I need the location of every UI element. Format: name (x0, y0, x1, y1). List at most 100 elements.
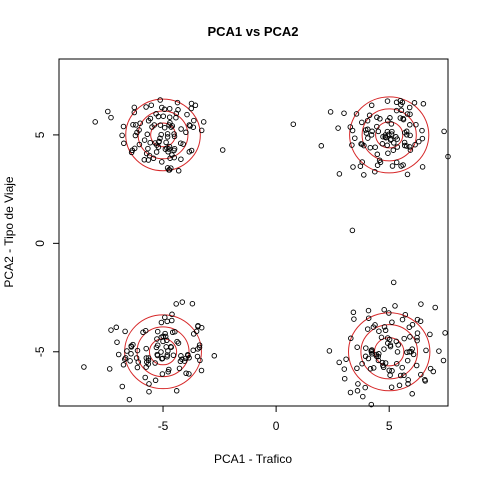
data-point (166, 114, 173, 120)
data-point (361, 172, 367, 178)
data-point (419, 127, 425, 134)
data-point (390, 147, 397, 153)
y-axis: -5 0 5 (33, 131, 60, 357)
data-point (341, 375, 348, 382)
data-point (407, 132, 413, 139)
data-point (164, 318, 170, 325)
data-point (178, 126, 184, 132)
x-axis: -5 0 5 (158, 405, 393, 433)
data-point (354, 344, 360, 350)
x-tick-label: 5 (386, 419, 393, 433)
data-point (169, 311, 175, 318)
data-point (389, 368, 395, 374)
data-point (399, 364, 405, 371)
data-point (159, 356, 165, 362)
y-tick-label: 5 (33, 131, 47, 138)
data-point (406, 324, 413, 330)
data-point (184, 111, 190, 118)
data-point (114, 339, 120, 345)
data-point (141, 157, 148, 163)
data-point (336, 171, 343, 177)
data-point (364, 117, 371, 124)
data-point (407, 111, 413, 117)
data-point (136, 141, 143, 148)
data-point (113, 324, 120, 331)
data-point (126, 396, 133, 403)
data-point (388, 384, 395, 390)
contour-line (349, 96, 430, 174)
data-point (164, 353, 170, 360)
data-point (158, 349, 164, 355)
data-point (143, 355, 150, 361)
data-point (190, 347, 196, 354)
data-point (164, 131, 171, 137)
data-point (145, 361, 152, 367)
contour-line (150, 122, 176, 148)
data-point (146, 388, 152, 395)
data-point (420, 101, 427, 107)
data-point (105, 108, 111, 115)
contour-line (125, 98, 201, 172)
data-point (81, 364, 87, 370)
data-point (359, 159, 365, 165)
data-point (157, 97, 163, 103)
data-point (175, 107, 181, 113)
data-point (381, 346, 387, 352)
data-point (364, 126, 371, 133)
data-point (384, 128, 391, 135)
data-point (150, 155, 157, 162)
contour-line (373, 337, 405, 367)
data-point (359, 119, 365, 126)
data-point (170, 352, 177, 358)
data-point (128, 351, 134, 357)
data-point (121, 140, 127, 147)
data-point (162, 146, 169, 152)
data-point (407, 334, 413, 340)
data-point (137, 120, 143, 126)
data-point (169, 317, 175, 324)
data-point (171, 133, 178, 140)
data-point (365, 315, 372, 321)
data-point (168, 344, 174, 350)
data-point (145, 145, 151, 152)
data-point (397, 115, 404, 121)
data-point (407, 147, 414, 153)
data-point (413, 362, 420, 369)
data-point (175, 168, 182, 174)
data-point (326, 348, 333, 354)
data-point (120, 123, 127, 130)
data-point (405, 377, 411, 383)
data-point (393, 338, 400, 345)
data-point (355, 381, 361, 387)
data-point (173, 114, 179, 121)
data-point (349, 142, 355, 148)
contour-line (360, 324, 418, 380)
data-point (406, 144, 413, 150)
contour-line (375, 121, 404, 149)
data-point (375, 128, 382, 135)
data-point (219, 147, 226, 153)
data-point (186, 355, 192, 361)
data-point (376, 328, 382, 334)
data-point (108, 327, 114, 333)
data-point (106, 366, 113, 372)
data-point (372, 144, 378, 150)
data-point (194, 353, 201, 360)
data-point (198, 367, 205, 374)
data-point (391, 140, 397, 146)
data-point (403, 128, 410, 135)
data-point (290, 121, 297, 127)
data-point (393, 159, 400, 166)
data-point (376, 157, 383, 163)
data-point (327, 109, 334, 115)
data-point (166, 105, 173, 112)
data-point (159, 159, 165, 165)
data-point (409, 321, 416, 328)
data-point (122, 356, 128, 362)
data-point (408, 349, 414, 355)
data-point (190, 124, 197, 130)
data-point (400, 162, 406, 168)
data-point (200, 119, 207, 125)
data-point (147, 139, 153, 146)
data-point (376, 351, 382, 357)
